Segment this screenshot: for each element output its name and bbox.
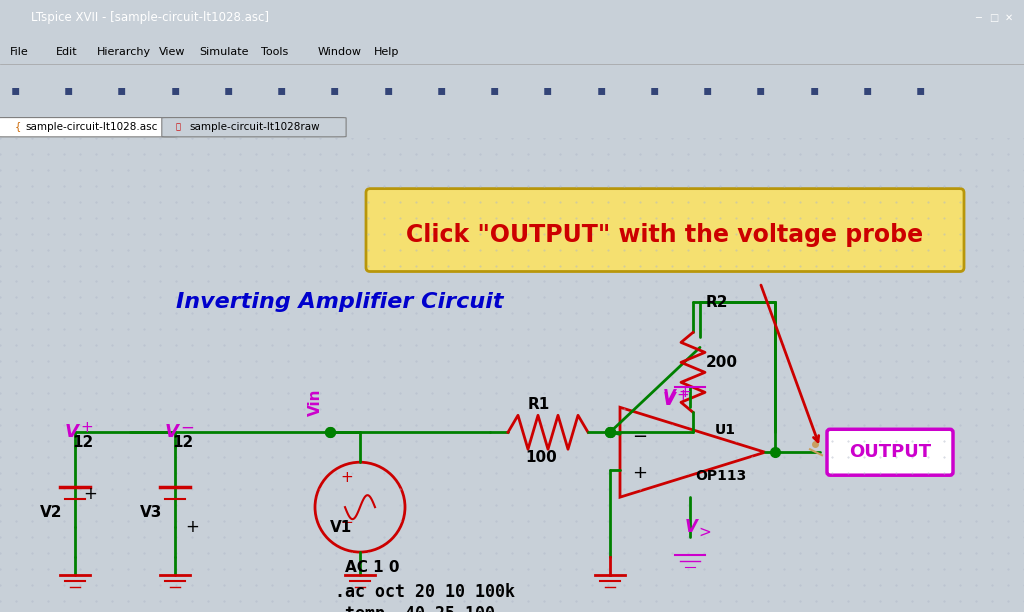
Text: ▪: ▪ [170,83,180,97]
Text: ▪: ▪ [702,83,713,97]
Text: View: View [159,47,185,57]
FancyBboxPatch shape [0,118,177,137]
Text: ▪: ▪ [383,83,393,97]
Text: +: + [185,518,199,536]
Text: sample-circuit-lt1028.asc: sample-circuit-lt1028.asc [26,122,158,132]
Text: Vin: Vin [308,389,323,416]
Text: V: V [663,391,676,409]
Text: ▪: ▪ [596,83,606,97]
Text: Help: Help [374,47,399,57]
Text: OP113: OP113 [695,469,746,483]
Text: ▪: ▪ [915,83,926,97]
Text: +: + [80,420,93,435]
Text: V: V [663,388,676,406]
Text: ▪: ▪ [862,83,872,97]
Text: ▪: ▪ [117,83,127,97]
Text: Tools: Tools [261,47,289,57]
Text: □: □ [988,13,998,23]
Text: +: + [676,388,689,403]
Text: LTspice XVII - [sample-circuit-lt1028.asc]: LTspice XVII - [sample-circuit-lt1028.as… [31,12,268,24]
Text: ▪: ▪ [63,83,74,97]
Text: Hierarchy: Hierarchy [97,47,152,57]
Text: Click "OUTPUT" with the voltage probe: Click "OUTPUT" with the voltage probe [407,223,924,247]
Text: V: V [685,518,698,536]
Text: V2: V2 [40,505,62,520]
Text: .temp -40 25 100: .temp -40 25 100 [335,605,495,612]
Text: sample-circuit-lt1028raw: sample-circuit-lt1028raw [189,122,321,132]
Text: ─: ─ [975,13,981,23]
Text: OUTPUT: OUTPUT [849,443,931,461]
Text: ▪: ▪ [489,83,500,97]
Text: Simulate: Simulate [200,47,249,57]
Text: 100: 100 [525,450,557,465]
Text: ▪: ▪ [330,83,340,97]
Text: ▪: ▪ [223,83,233,97]
Text: V3: V3 [140,505,163,520]
Text: ▪: ▪ [276,83,287,97]
Text: R2: R2 [706,296,728,310]
Text: ▪: ▪ [809,83,819,97]
Text: U1: U1 [715,424,736,437]
Text: 200: 200 [706,356,738,370]
Text: AC 1 0: AC 1 0 [345,560,399,575]
FancyBboxPatch shape [162,118,346,137]
Text: ▪: ▪ [436,83,446,97]
Text: Window: Window [317,47,361,57]
Text: 🗠: 🗠 [176,122,183,131]
Text: ▪: ▪ [543,83,553,97]
Text: V1: V1 [330,520,352,535]
Text: >: > [698,525,711,540]
Text: V: V [65,424,79,441]
Text: .ac oct 20 10 100k: .ac oct 20 10 100k [335,583,515,601]
Text: Inverting Amplifier Circuit: Inverting Amplifier Circuit [176,293,504,313]
Text: V: V [165,424,179,441]
Text: ▪: ▪ [10,83,20,97]
Text: +: + [83,485,97,503]
Text: +: + [340,470,352,485]
Text: R1: R1 [528,397,550,412]
Text: −: − [180,418,194,436]
Text: 12: 12 [172,435,194,450]
Text: ✕: ✕ [1005,13,1013,23]
Text: {: { [15,122,25,132]
Text: File: File [10,47,29,57]
Text: ▪: ▪ [649,83,659,97]
Text: Edit: Edit [56,47,78,57]
Text: ▪: ▪ [756,83,766,97]
Text: 12: 12 [72,435,93,450]
FancyBboxPatch shape [827,429,953,475]
FancyBboxPatch shape [366,188,964,272]
Text: +: + [678,386,691,400]
Text: +: + [632,465,647,482]
Text: −: − [340,515,352,530]
Text: −: − [632,428,647,446]
